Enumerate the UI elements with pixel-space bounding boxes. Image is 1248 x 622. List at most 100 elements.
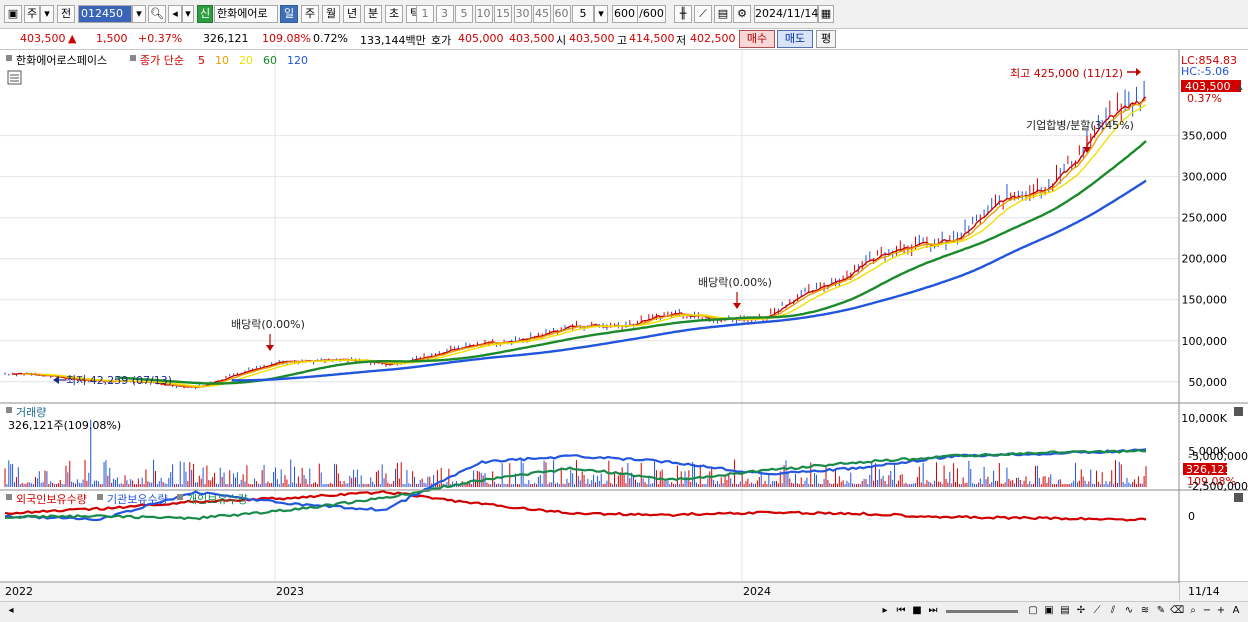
current-change-tag: 0.37%	[1187, 92, 1222, 105]
ask-price: 403,500	[509, 32, 555, 45]
interval-button-7[interactable]: 60	[552, 5, 571, 23]
dividend-annotation-2023: 배당락(0.00%)	[231, 318, 305, 331]
text-tool-icon[interactable]: A	[1232, 605, 1240, 616]
channel-icon[interactable]: ⫽	[1110, 605, 1116, 616]
crosshair-icon[interactable]: ✢	[1076, 605, 1086, 616]
period-tab-2[interactable]: 월	[322, 5, 340, 23]
interval-button-1[interactable]: 3	[435, 5, 454, 23]
price-tick-label: 50,000	[1189, 376, 1228, 389]
draw-tool-icon[interactable]: ⟋	[694, 5, 712, 23]
volume-tick-label: 5,000K	[1188, 445, 1227, 458]
change-value: 1,500	[96, 32, 128, 45]
speaker-dropdown-icon[interactable]: ▾	[182, 5, 194, 23]
dividend-annotation-2024: 배당락(0.00%)	[698, 276, 772, 289]
period-tab-4[interactable]: 분	[364, 5, 382, 23]
chart-area[interactable]: 한화에어로스페이스 종가 단순 5 10 20 60 120 LC:854.83 HC:…	[0, 50, 1248, 601]
interval-dropdown-icon[interactable]: ▾	[594, 5, 608, 23]
open-price: 403,500	[569, 32, 615, 45]
calendar-icon[interactable]: ▦	[818, 5, 834, 23]
average-button[interactable]: 평	[816, 30, 836, 48]
candle-icon[interactable]: ╫	[674, 5, 692, 23]
moving-average-lines	[12, 96, 1147, 389]
interval-button-0[interactable]: 1	[416, 5, 434, 23]
layout-icon-2[interactable]: ▣	[1044, 605, 1054, 616]
interval-button-2[interactable]: 5	[455, 5, 473, 23]
volume-current-text: 326,121주(109.08%)	[8, 419, 121, 432]
period-tab-3[interactable]: 년	[343, 5, 361, 23]
period-unit-select[interactable]: 주	[24, 5, 40, 23]
interval-button-5[interactable]: 30	[513, 5, 532, 23]
sell-button[interactable]: 매도	[777, 30, 813, 48]
chevron-down-icon[interactable]: ▾	[40, 5, 54, 23]
holder-pane-close-icon[interactable]	[1234, 493, 1243, 502]
volume-ratio: 109.08%	[262, 32, 311, 45]
volume-ratio-tag: 109.08%	[1187, 475, 1236, 488]
new-badge[interactable]: 신	[197, 5, 213, 23]
stop-icon[interactable]: ■	[912, 605, 922, 616]
zoom-in-icon[interactable]: +	[1216, 605, 1226, 616]
fib-icon[interactable]: ≋	[1140, 605, 1150, 616]
holder-tick-label: -5,000,000	[1188, 450, 1248, 463]
bid-price: 405,000	[458, 32, 504, 45]
x-axis-label: 2022	[5, 585, 33, 598]
low-label: 저	[676, 34, 687, 47]
holder-legend-2: 개인보유수량	[187, 493, 248, 506]
layout-icon-3[interactable]: ▤	[1060, 605, 1070, 616]
zoom-icon[interactable]: ⌕	[1190, 605, 1196, 616]
count-input[interactable]: 600	[612, 5, 638, 23]
interval-value-field[interactable]: 5	[572, 5, 594, 23]
interval-button-6[interactable]: 45	[533, 5, 551, 23]
volume-pane-title: 거래량	[16, 406, 46, 419]
date-input[interactable]: 2024/11/14	[754, 5, 818, 23]
code-dropdown-icon[interactable]: ▾	[132, 5, 146, 23]
holder-tick-label: 0	[1188, 510, 1195, 523]
scroll-up-icon: ▴	[1238, 83, 1243, 93]
stock-code-input[interactable]: 012450	[78, 5, 132, 23]
first-page-icon[interactable]: ⏮	[896, 605, 906, 616]
zoom-out-icon[interactable]: −	[1202, 605, 1212, 616]
high-label: 고	[617, 34, 628, 47]
eraser-icon[interactable]: ⌫	[1170, 605, 1185, 616]
scroll-right-icon[interactable]: ▸	[882, 605, 888, 616]
speaker-icon[interactable]: ◂	[168, 5, 182, 23]
zoom-slider[interactable]	[946, 610, 1018, 613]
stock-name-field[interactable]: 한화에어로	[214, 5, 278, 23]
interval-button-3[interactable]: 10	[474, 5, 493, 23]
prev-button[interactable]: 전	[57, 5, 75, 23]
merge-annotation: 기업합병/분할(3.45%)	[1026, 119, 1134, 132]
holder-legend-1: 기관보유수량	[107, 493, 168, 506]
current-price: 403,500	[20, 32, 66, 45]
hc-label: HC:-5.06	[1181, 65, 1229, 78]
price-tick-label: 300,000	[1182, 171, 1228, 184]
count-total: /600	[638, 5, 666, 23]
current-price-tag-text: 403,500	[1185, 80, 1231, 93]
holder-lines	[4, 448, 1147, 522]
gear-icon[interactable]: ⚙	[733, 5, 751, 23]
chart-bottom-bar: ◂ ▸ ⏮ ■ ⏭ ▢ ▣ ▤ ✢ ⟋ ⫽ ∿ ≋ ✎ ⌫ ⌕ − + A	[0, 601, 1248, 622]
period-tab-1[interactable]: 주	[301, 5, 319, 23]
period-tab-0[interactable]: 일	[280, 5, 298, 23]
volume-pane-close-icon[interactable]	[1234, 407, 1243, 416]
stock-chart-svg[interactable]: 한화에어로스페이스 종가 단순 5 10 20 60 120 LC:854.83 HC:…	[0, 50, 1248, 601]
buy-button[interactable]: 매수	[739, 30, 775, 48]
low-price: 402,500	[690, 32, 736, 45]
wave-icon[interactable]: ∿	[1124, 605, 1134, 616]
last-page-icon[interactable]: ⏭	[928, 605, 938, 616]
price-tick-label: 200,000	[1182, 253, 1228, 266]
scroll-left-icon[interactable]: ◂	[8, 605, 14, 616]
save-icon[interactable]: ▤	[714, 5, 732, 23]
turnover-pct: 0.72%	[313, 32, 348, 45]
period-tab-5[interactable]: 초	[385, 5, 403, 23]
interval-button-4[interactable]: 15	[494, 5, 512, 23]
trendline-icon[interactable]: ⟋	[1093, 605, 1101, 616]
holder-legend-0: 외국인보유수량	[16, 493, 87, 506]
price-tick-label: 150,000	[1182, 294, 1228, 307]
search-icon[interactable]: 🔍︎	[148, 5, 166, 23]
brush-icon[interactable]: ✎	[1156, 605, 1166, 616]
layout-icon-1[interactable]: ▢	[1028, 605, 1038, 616]
x-axis-label: 2024	[743, 585, 771, 598]
legend-ma-type: 종가 단순	[140, 54, 184, 67]
window-icon[interactable]: ▣	[4, 5, 22, 23]
ma-line-60	[117, 140, 1147, 385]
